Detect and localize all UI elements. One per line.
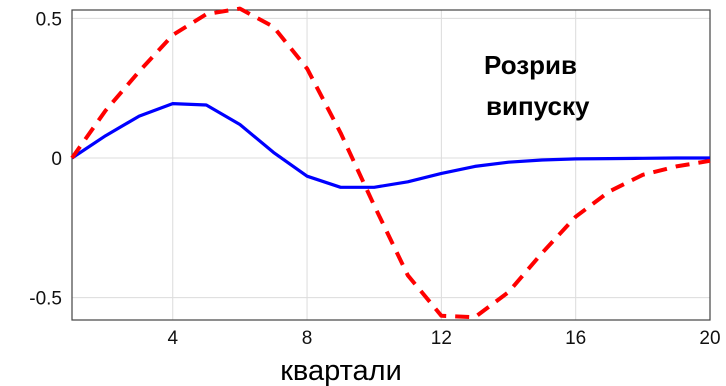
annotation-line-1: Розрив bbox=[484, 50, 577, 80]
x-axis-label: квартали bbox=[280, 355, 402, 386]
series-line-1 bbox=[70, 6, 711, 320]
x-tick-label: 16 bbox=[565, 328, 586, 349]
x-tick-label: 8 bbox=[302, 328, 313, 349]
annotation-line-2: випуску bbox=[486, 91, 590, 121]
y-tick-label: -0.5 bbox=[29, 289, 62, 310]
y-tick-label: 0 bbox=[51, 149, 62, 170]
x-tick-label: 12 bbox=[431, 328, 452, 349]
plot-frame bbox=[71, 9, 711, 321]
x-tick-label: 20 bbox=[699, 328, 720, 349]
x-tick-labels: 4 8 12 16 20 bbox=[167, 328, 720, 349]
y-tick-labels: 0.5 0 -0.5 bbox=[29, 9, 62, 309]
x-tick-label: 4 bbox=[167, 328, 178, 349]
grid bbox=[72, 10, 711, 320]
y-tick-label: 0.5 bbox=[36, 9, 62, 30]
series-line-0 bbox=[71, 101, 710, 189]
series-group bbox=[70, 6, 711, 320]
